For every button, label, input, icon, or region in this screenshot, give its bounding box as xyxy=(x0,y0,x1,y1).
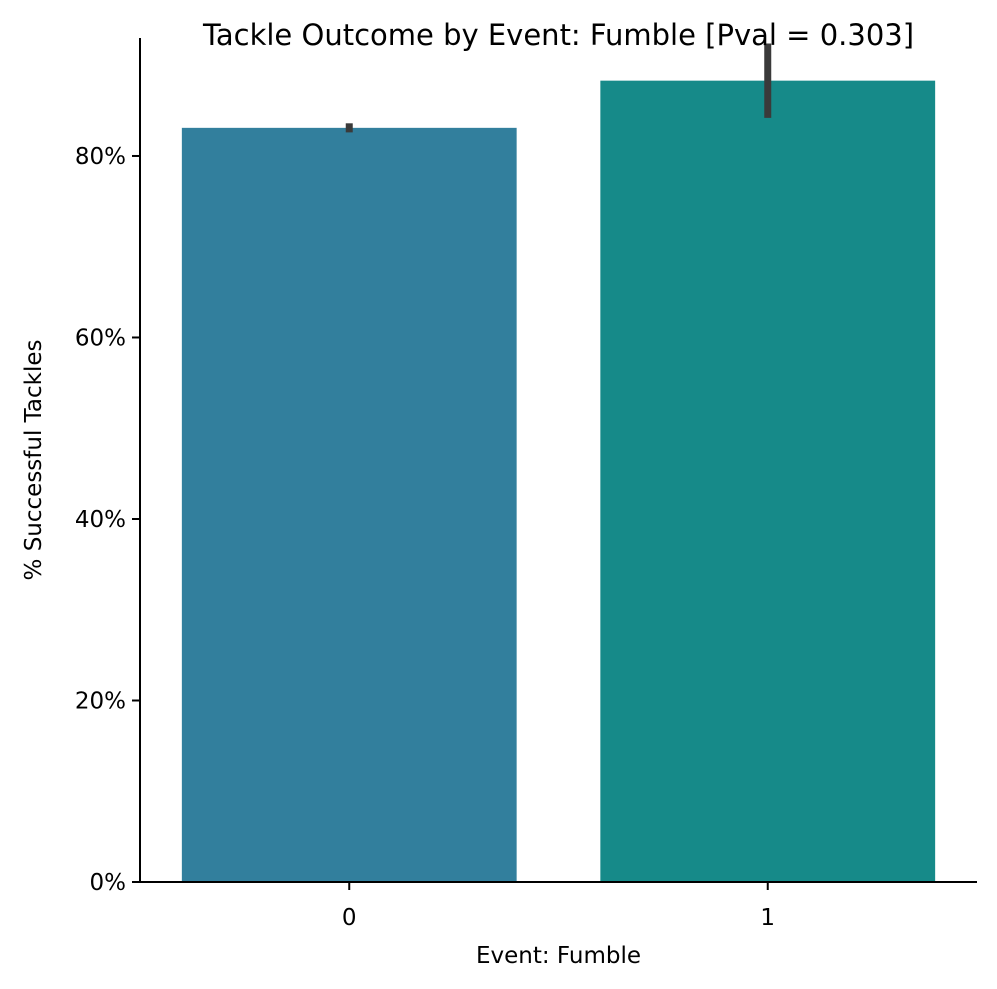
x-tick-label: 1 xyxy=(760,905,775,931)
y-axis-label: % Successful Tackles xyxy=(21,340,47,581)
y-tick-label: 0% xyxy=(90,870,127,896)
chart-title: Tackle Outcome by Event: Fumble [Pval = … xyxy=(202,18,914,52)
x-tick-label: 0 xyxy=(342,905,357,931)
errorbars-layer xyxy=(345,43,772,133)
y-ticks: 0% 20% 40% 60% 80% xyxy=(75,144,140,896)
bars-layer xyxy=(181,80,936,883)
bar-0 xyxy=(181,127,517,883)
y-tick-label: 40% xyxy=(75,507,126,533)
y-tick-label: 60% xyxy=(75,325,126,351)
y-tick-label: 20% xyxy=(75,688,126,714)
bar-1 xyxy=(600,80,936,883)
y-tick-label: 80% xyxy=(75,144,126,170)
x-axis-label: Event: Fumble xyxy=(476,943,641,969)
